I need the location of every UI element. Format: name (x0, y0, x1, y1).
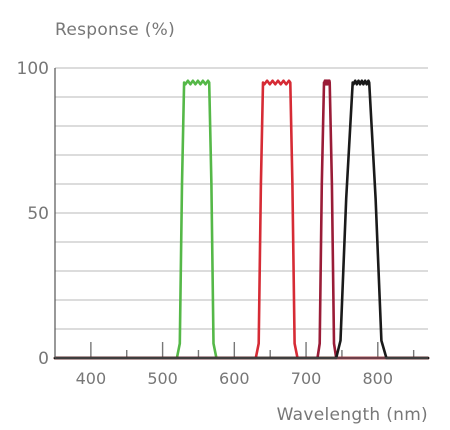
grid-layer (55, 67, 428, 330)
x-tick-label-500: 500 (147, 369, 178, 388)
y-axis-label: Response (%) (55, 20, 175, 40)
x-tick-label-800: 800 (363, 369, 394, 388)
x-axis-label: Wavelength (nm) (277, 405, 428, 425)
tick-layer: 0 50 100 400 500 600 700 800 (17, 59, 415, 388)
y-tick-label-100: 100 (17, 59, 49, 79)
y-tick-label-0: 0 (38, 349, 49, 369)
x-tick-label-600: 600 (219, 369, 250, 388)
series-layer (53, 79, 430, 360)
x-tick-label-400: 400 (76, 369, 107, 388)
series-line-4 (53, 79, 430, 360)
series-line-2 (53, 79, 430, 360)
x-tick-label-700: 700 (291, 369, 322, 388)
y-tick-label-50: 50 (27, 204, 49, 224)
series-line-1 (53, 79, 430, 360)
series-line-3 (53, 79, 430, 360)
